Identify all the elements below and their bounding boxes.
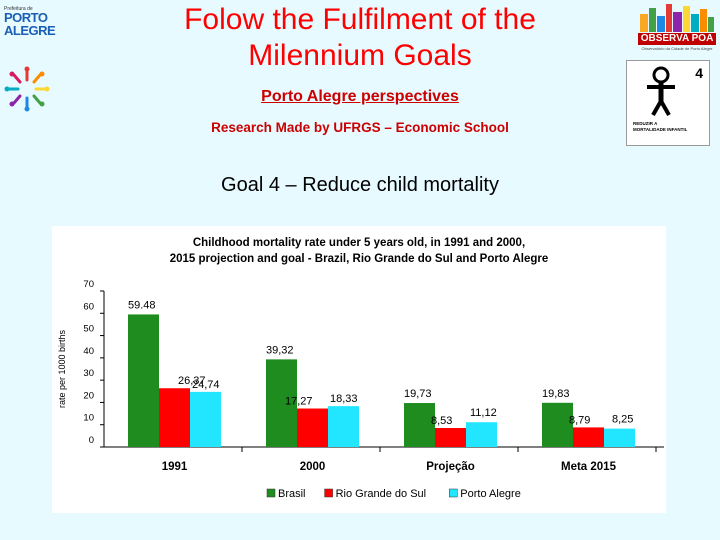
logo-porto-text: PORTO: [4, 10, 48, 25]
data-label-1-2: 8,53: [431, 415, 452, 427]
badge-text-line1: REDUZIR A: [633, 121, 658, 126]
data-label-2-2: 11,12: [470, 407, 497, 419]
data-label-1-0: 26,37: [178, 375, 206, 387]
bar-2-1: [328, 406, 359, 447]
bar-2-3: [604, 428, 635, 447]
bar-0-0: [128, 314, 159, 447]
data-label-1-1: 17,27: [285, 396, 313, 408]
y-tick-label: 10: [83, 413, 94, 424]
bar-1-0: [159, 388, 190, 447]
skyline-icon: [640, 4, 714, 32]
bar-0-1: [266, 359, 297, 447]
x-category-label: Projeção: [426, 461, 475, 473]
y-tick-label: 70: [83, 279, 94, 290]
bar-2-0: [190, 391, 221, 447]
observa-poa-subtext: Observatório da Cidade de Porto Alegre: [641, 46, 713, 51]
legend-label-1: Rio Grande do Sul: [336, 488, 427, 500]
page-title-line1: Folow the Fulfilment of the: [184, 3, 536, 36]
observa-poa-logo: OBSERVA POA Observatório da Cidade de Po…: [638, 2, 716, 56]
bar-1-3: [573, 427, 604, 447]
page-subtitle: Porto Alegre perspectives: [261, 88, 459, 105]
mortality-chart-svg: Childhood mortality rate under 5 years o…: [57, 237, 664, 500]
y-tick-label: 30: [83, 368, 94, 379]
x-category-label: 1991: [162, 461, 188, 473]
bar-1-2: [435, 427, 466, 447]
legend-swatch-2: [449, 488, 458, 498]
y-axis-label: rate per 1000 births: [57, 329, 67, 408]
data-label-2-3: 8,25: [612, 414, 633, 426]
chart-title-line2: 2015 projection and goal - Brazil, Rio G…: [170, 253, 549, 265]
x-category-label: 2000: [300, 461, 326, 473]
goal-heading: Goal 4 – Reduce child mortality: [221, 174, 499, 196]
y-tick-label: 60: [83, 301, 94, 312]
data-label-0-3: 19,83: [542, 388, 570, 400]
data-label-2-0: 24,74: [192, 379, 220, 391]
badge-number: 4: [695, 65, 703, 81]
badge-text: REDUZIR A MORTALIDADE INFANTIL: [633, 121, 703, 133]
legend-swatch-0: [266, 488, 276, 498]
people-circle-icon: [4, 66, 50, 112]
data-label-2-1: 18,33: [330, 393, 358, 405]
research-credit: Research Made by UFRGS – Economic School: [211, 120, 509, 135]
legend-label-2: Porto Alegre: [460, 488, 521, 500]
mortality-chart: Childhood mortality rate under 5 years o…: [52, 226, 666, 513]
x-category-label: Meta 2015: [561, 461, 617, 473]
chart-title-line1: Childhood mortality rate under 5 years o…: [193, 237, 525, 249]
prefeitura-porto-alegre-logo: Prefeitura de PORTO ALEGRE: [4, 6, 56, 38]
child-figure-icon: [647, 66, 675, 116]
mdg-goal-badge: 4 REDUZIR A MORTALIDADE INFANTIL: [626, 60, 710, 146]
legend-swatch-1: [324, 488, 333, 498]
y-tick-label: 0: [89, 435, 94, 446]
data-label-1-3: 8,79: [569, 414, 590, 426]
page-title: Folow the Fulfilment of the Milennium Go…: [150, 2, 570, 74]
data-label-0-1: 39,32: [266, 344, 294, 356]
badge-text-line2: MORTALIDADE INFANTIL: [633, 127, 688, 132]
data-label-0-2: 19,73: [404, 388, 432, 400]
y-tick-label: 40: [83, 346, 94, 357]
bar-1-1: [297, 408, 328, 447]
data-label-0-0: 59.48: [128, 299, 156, 311]
y-tick-label: 20: [83, 390, 94, 401]
logo-prefeitura-text: Prefeitura de: [4, 6, 33, 12]
bar-0-3: [542, 402, 573, 447]
legend-label-0: Brasil: [278, 488, 306, 500]
bar-2-2: [466, 422, 497, 447]
y-tick-label: 50: [83, 324, 94, 335]
logo-alegre-text: ALEGRE: [4, 23, 56, 38]
observa-poa-name: OBSERVA POA: [638, 33, 716, 45]
page-title-line2: Milennium Goals: [248, 39, 472, 72]
bar-0-2: [404, 403, 435, 447]
